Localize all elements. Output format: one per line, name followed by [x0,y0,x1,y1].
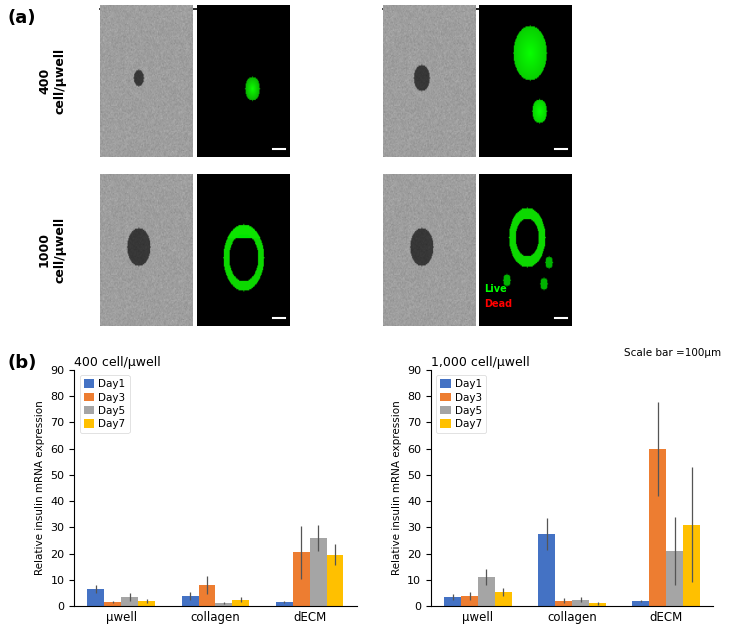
Text: (b): (b) [7,354,37,372]
Bar [276,602,293,606]
Bar [105,602,121,606]
Y-axis label: Relative insulin mRNA expression: Relative insulin mRNA expression [392,401,401,575]
Bar [589,604,606,606]
Bar [572,600,589,606]
Bar [461,596,478,606]
Text: 1000
cell/μwell: 1000 cell/μwell [38,217,66,283]
Bar [215,603,233,606]
Bar [683,525,700,606]
Legend: Day1, Day3, Day5, Day7: Day1, Day3, Day5, Day7 [80,375,129,433]
Bar [632,601,649,606]
Text: 400
cell/μwell: 400 cell/μwell [38,48,66,114]
Bar [138,601,155,606]
Text: Collagen: Collagen [203,8,285,26]
Text: Scale bar =100μm: Scale bar =100μm [623,348,721,358]
Bar [326,555,343,606]
Bar [444,597,461,606]
Legend: Day1, Day3, Day5, Day7: Day1, Day3, Day5, Day7 [436,375,486,433]
Text: Live: Live [484,284,507,294]
Bar [310,538,326,606]
Text: 1,000 cell/μwell: 1,000 cell/μwell [431,356,530,369]
Text: (a): (a) [7,9,36,27]
Bar [666,551,683,606]
Bar [293,553,310,606]
Y-axis label: Relative insulin mRNA expression: Relative insulin mRNA expression [35,401,45,575]
Bar [233,600,250,606]
Bar [181,596,198,606]
Bar [538,534,555,606]
Bar [121,597,138,606]
Text: Dead: Dead [484,299,512,309]
Text: 400 cell/μwell: 400 cell/μwell [74,356,161,369]
Bar [198,585,215,606]
Bar [495,591,512,606]
Text: dECM: dECM [499,8,551,26]
Bar [555,601,572,606]
Bar [88,589,105,606]
Bar [649,449,666,606]
Bar [478,577,495,606]
